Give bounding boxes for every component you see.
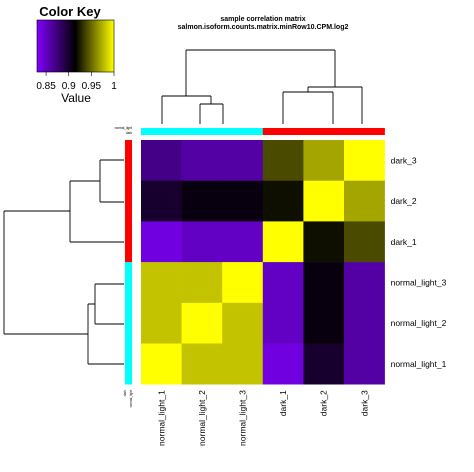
column-label: dark_3	[359, 390, 369, 416]
column-group-swatch	[262, 128, 304, 135]
heatmap-cells	[141, 140, 385, 385]
row-group-swatch	[125, 343, 132, 385]
heatmap-cell	[222, 343, 264, 385]
heatmap-cell	[303, 180, 345, 222]
column-labels: normal_light_1 normal_light_2 normal_light…	[156, 390, 369, 446]
row-labels: dark_3 dark_2 dark_1 normal_light_3 normal_l…	[391, 155, 447, 369]
heatmap-cell	[262, 262, 304, 304]
column-group-swatch	[141, 128, 182, 135]
row-group-swatch	[125, 180, 132, 222]
column-group-sidebar	[141, 128, 385, 135]
heatmap-cell	[222, 302, 264, 344]
heatmap-cell	[303, 302, 345, 344]
row-group-swatch	[125, 221, 132, 263]
row-label: dark_1	[391, 237, 417, 247]
heatmap-cell	[303, 140, 345, 181]
heatmap-cell	[222, 180, 264, 222]
group-legend-top-label: dark	[126, 131, 133, 135]
heatmap-cell	[262, 221, 304, 263]
group-legend-bottom-label: normal_light	[129, 390, 133, 407]
row-group-swatch	[125, 140, 132, 181]
heatmap-cell	[181, 180, 223, 222]
color-key-tick-label: 0.95	[82, 81, 102, 92]
group-legend-top: normal_light dark	[115, 126, 133, 135]
heatmap-cell	[141, 180, 182, 222]
heatmap-cell	[141, 343, 182, 385]
heatmap-cell	[262, 343, 304, 385]
column-group-swatch	[222, 128, 264, 135]
color-key-bar	[36, 19, 115, 73]
row-group-sidebar	[125, 140, 132, 385]
column-label: dark_1	[278, 390, 288, 416]
color-key-tick-label: 0.9	[62, 81, 76, 92]
column-group-swatch	[303, 128, 345, 135]
heatmap-cell	[344, 140, 385, 181]
column-group-swatch	[181, 128, 223, 135]
column-group-swatch	[344, 128, 385, 135]
heatmap-cell	[303, 221, 345, 263]
heatmap-cell	[303, 262, 345, 304]
heatmap-cell	[181, 343, 223, 385]
row-label: dark_2	[391, 196, 417, 206]
heatmap-cell	[344, 302, 385, 344]
row-label: normal_light_1	[391, 359, 447, 369]
heatmap-cell	[262, 140, 304, 181]
group-legend-bottom-label: dark	[123, 390, 127, 397]
column-label: normal_light_3	[238, 390, 248, 446]
color-key-tick-label: 1	[111, 81, 117, 92]
chart-subtitle: salmon.isoform.counts.matrix.minRow10.CP…	[178, 24, 349, 31]
heatmap-cell	[222, 262, 264, 304]
heatmap-cell	[344, 221, 385, 263]
row-group-swatch	[125, 302, 132, 344]
heatmap-cell	[262, 180, 304, 222]
row-label: normal_light_3	[391, 277, 447, 287]
group-legend-bottom: dark normal_light	[123, 390, 133, 408]
group-legend-top-label: normal_light	[115, 126, 132, 130]
row-group-swatch	[125, 262, 132, 304]
heatmap-cell	[222, 140, 264, 181]
row-label: normal_light_2	[391, 318, 447, 328]
heatmap-cell	[141, 140, 182, 181]
color-key: Color Key 0.85 0.9 0.95 1 Value	[36, 4, 117, 105]
heatmap-cell	[181, 262, 223, 304]
color-key-value-label: Value	[61, 91, 91, 105]
row-dendrogram	[3, 159, 124, 365]
heatmap-cell	[141, 221, 182, 263]
heatmap-cell	[181, 302, 223, 344]
heatmap-cell	[344, 180, 385, 222]
heatmap-cell	[344, 343, 385, 385]
heatmap-cell	[141, 262, 182, 304]
heatmap-cell	[181, 221, 223, 263]
row-label: dark_3	[391, 155, 417, 165]
column-dendrogram	[161, 49, 363, 124]
column-label: normal_light_2	[197, 390, 207, 446]
heatmap-cell	[303, 343, 345, 385]
heatmap-cell	[262, 302, 304, 344]
color-key-tick-label: 0.85	[36, 81, 56, 92]
chart-title: sample correlation matrix	[220, 16, 305, 23]
color-key-title: Color Key	[39, 4, 101, 19]
heatmap-cell	[141, 302, 182, 344]
column-label: dark_2	[319, 390, 329, 416]
heatmap-cell	[222, 221, 264, 263]
heatmap-cell	[344, 262, 385, 304]
heatmap-cell	[181, 140, 223, 181]
column-label: normal_light_1	[156, 390, 166, 446]
